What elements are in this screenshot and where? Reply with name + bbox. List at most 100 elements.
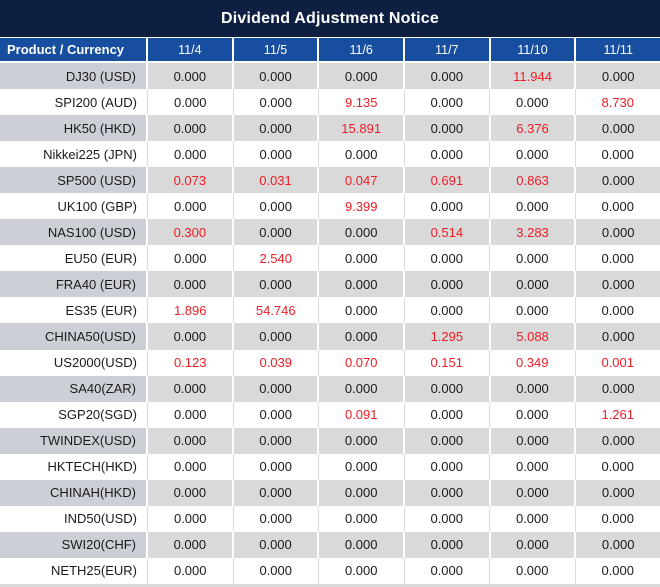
value-cell: 0.151 — [404, 349, 490, 376]
value-cell: 0.000 — [490, 89, 576, 116]
value-cell: 0.000 — [575, 505, 660, 532]
value-cell: 0.000 — [575, 297, 660, 324]
value-cell: 0.000 — [576, 427, 660, 454]
product-cell: IND50(USD) — [0, 505, 148, 532]
value-cell: 0.000 — [404, 245, 490, 272]
value-cell: 5.088 — [490, 323, 577, 350]
product-cell: UK100 (GBP) — [0, 193, 148, 220]
value-cell: 0.000 — [233, 115, 320, 142]
value-cell: 0.000 — [404, 401, 490, 428]
column-header-date-1: 11/4 — [148, 38, 234, 61]
value-cell: 0.000 — [490, 453, 576, 480]
value-cell: 0.000 — [148, 401, 234, 428]
value-cell: 0.000 — [404, 453, 490, 480]
value-cell: 0.000 — [319, 375, 406, 402]
product-cell: SP500 (USD) — [0, 167, 148, 194]
table-row: SA40(ZAR) 0.000 0.000 0.000 0.000 0.000 0.000 — [0, 375, 660, 402]
table-body: DJ30 (USD) 0.000 0.000 0.000 0.000 11.944 0.00… — [0, 63, 660, 584]
value-cell: 0.514 — [405, 219, 491, 246]
value-cell: 0.000 — [319, 453, 405, 480]
product-cell: NAS100 (USD) — [0, 219, 148, 246]
value-cell: 0.000 — [233, 505, 319, 532]
value-cell: 0.691 — [405, 167, 491, 194]
value-cell: 0.000 — [148, 375, 234, 402]
value-cell: 0.000 — [319, 141, 405, 168]
value-cell: 0.000 — [233, 453, 319, 480]
product-cell: HK50 (HKD) — [0, 115, 148, 142]
product-cell: Nikkei225 (JPN) — [0, 141, 148, 168]
value-cell: 0.863 — [490, 167, 577, 194]
value-cell: 0.000 — [576, 323, 660, 350]
column-header-product: Product / Currency — [0, 38, 148, 61]
value-cell: 0.000 — [404, 193, 490, 220]
value-cell: 0.000 — [233, 193, 319, 220]
value-cell: 0.047 — [319, 167, 406, 194]
table-row: EU50 (EUR) 0.000 2.540 0.000 0.000 0.000 0.000 — [0, 245, 660, 272]
title-bar: Dividend Adjustment Notice — [0, 0, 660, 38]
value-cell: 0.000 — [233, 219, 320, 246]
value-cell: 0.000 — [148, 193, 234, 220]
table-row: SPI200 (AUD) 0.000 0.000 9.135 0.000 0.000 8.7… — [0, 89, 660, 116]
value-cell: 0.000 — [319, 219, 406, 246]
table-row: SP500 (USD) 0.073 0.031 0.047 0.691 0.863 0.00… — [0, 167, 660, 194]
value-cell: 0.000 — [576, 271, 660, 298]
value-cell: 0.073 — [148, 167, 234, 194]
column-header-date-5: 11/10 — [491, 38, 577, 61]
product-cell: CHINA50(USD) — [0, 323, 148, 350]
column-header-date-4: 11/7 — [405, 38, 491, 61]
value-cell: 0.000 — [148, 505, 234, 532]
table-row: HK50 (HKD) 0.000 0.000 15.891 0.000 6.376 0.00… — [0, 115, 660, 142]
value-cell: 0.000 — [404, 297, 490, 324]
product-cell: US2000(USD) — [0, 349, 148, 376]
value-cell: 8.730 — [575, 89, 660, 116]
value-cell: 0.000 — [148, 141, 234, 168]
value-cell: 0.000 — [490, 375, 577, 402]
value-cell: 0.000 — [319, 297, 405, 324]
table-row: FRA40 (EUR) 0.000 0.000 0.000 0.000 0.000 0.00… — [0, 271, 660, 298]
table-row: DJ30 (USD) 0.000 0.000 0.000 0.000 11.944 0.00… — [0, 63, 660, 90]
value-cell: 0.000 — [148, 323, 234, 350]
value-cell: 0.000 — [405, 115, 491, 142]
value-cell: 0.000 — [405, 479, 491, 506]
table-row: US2000(USD) 0.123 0.039 0.070 0.151 0.349 0.00… — [0, 349, 660, 376]
value-cell: 0.000 — [575, 453, 660, 480]
value-cell: 0.000 — [148, 453, 234, 480]
value-cell: 0.031 — [233, 167, 320, 194]
column-header-date-6: 11/11 — [603, 42, 633, 57]
value-cell: 0.000 — [319, 245, 405, 272]
product-cell: ES35 (EUR) — [0, 297, 148, 324]
product-cell: EU50 (EUR) — [0, 245, 148, 272]
table-row: TWINDEX(USD) 0.000 0.000 0.000 0.000 0.000 0.0… — [0, 427, 660, 454]
value-cell: 0.000 — [490, 193, 576, 220]
value-cell: 0.000 — [576, 531, 660, 558]
value-cell: 0.000 — [233, 63, 320, 90]
value-cell: 0.000 — [148, 245, 234, 272]
value-cell: 0.000 — [148, 427, 234, 454]
value-cell: 0.000 — [490, 245, 576, 272]
table-row: HKTECH(HKD) 0.000 0.000 0.000 0.000 0.000 0.00… — [0, 453, 660, 480]
bottom-strip — [0, 584, 660, 587]
value-cell: 0.000 — [576, 63, 660, 90]
value-cell: 0.000 — [148, 63, 234, 90]
column-header-date-2: 11/5 — [234, 38, 320, 61]
value-cell: 0.000 — [233, 141, 319, 168]
value-cell: 0.000 — [233, 557, 319, 584]
value-cell: 0.000 — [490, 479, 577, 506]
value-cell: 3.283 — [490, 219, 577, 246]
product-cell: TWINDEX(USD) — [0, 427, 148, 454]
table-row: UK100 (GBP) 0.000 0.000 9.399 0.000 0.000 0.00… — [0, 193, 660, 220]
value-cell: 0.000 — [233, 323, 320, 350]
value-cell: 0.000 — [319, 63, 406, 90]
table-row: NETH25(EUR) 0.000 0.000 0.000 0.000 0.000 0.00… — [0, 557, 660, 584]
value-cell: 0.000 — [319, 557, 405, 584]
product-cell: SPI200 (AUD) — [0, 89, 148, 116]
product-cell: HKTECH(HKD) — [0, 453, 148, 480]
value-cell: 0.000 — [233, 427, 320, 454]
page-title: Dividend Adjustment Notice — [221, 9, 439, 27]
value-cell: 0.000 — [319, 427, 406, 454]
value-cell: 0.000 — [233, 375, 320, 402]
value-cell: 0.000 — [575, 141, 660, 168]
value-cell: 0.039 — [233, 349, 319, 376]
value-cell: 0.000 — [319, 323, 406, 350]
value-cell: 0.349 — [490, 349, 576, 376]
